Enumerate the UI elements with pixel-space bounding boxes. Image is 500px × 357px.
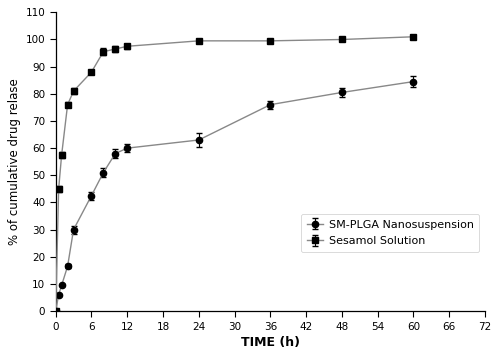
Legend: SM-PLGA Nanosuspension, Sesamol Solution: SM-PLGA Nanosuspension, Sesamol Solution [301, 214, 480, 252]
X-axis label: TIME (h): TIME (h) [241, 336, 300, 349]
Y-axis label: % of cumulative drug relase: % of cumulative drug relase [8, 78, 22, 245]
